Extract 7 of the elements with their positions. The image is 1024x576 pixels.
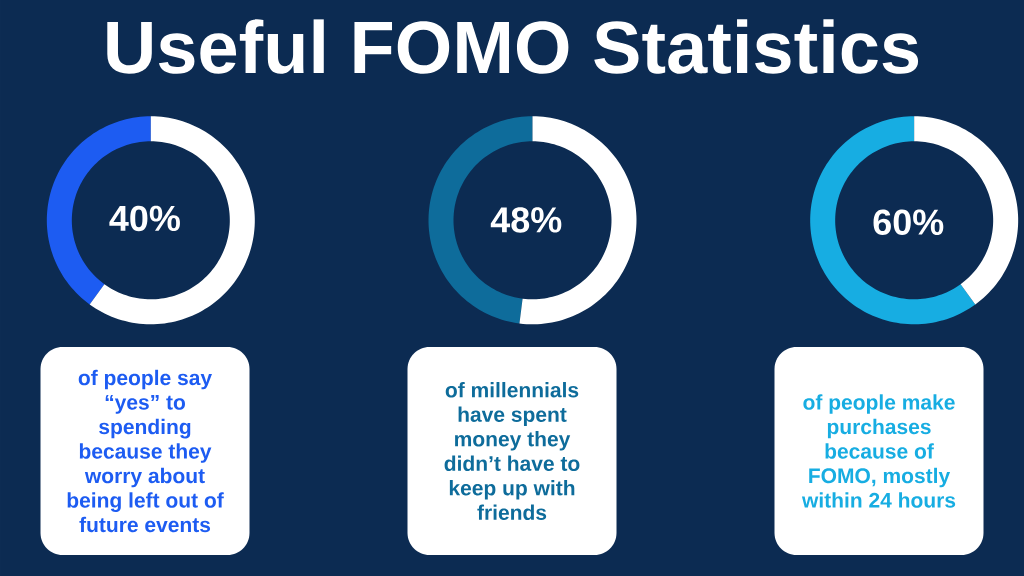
text: of people say “yes” to spending because they worry about being left out of future events bbox=[67, 369, 224, 533]
data-label: 48% bbox=[490, 207, 562, 233]
text: Useful FOMO Statistics bbox=[107, 19, 919, 74]
data-label: 60% bbox=[873, 209, 944, 235]
data-label: 40% bbox=[109, 205, 180, 232]
text: of people make purchases because of FOMO, mostly within 24 hours bbox=[801, 394, 956, 508]
text: of millennials have spent money they didn’t have to keep up with friends bbox=[444, 382, 580, 520]
